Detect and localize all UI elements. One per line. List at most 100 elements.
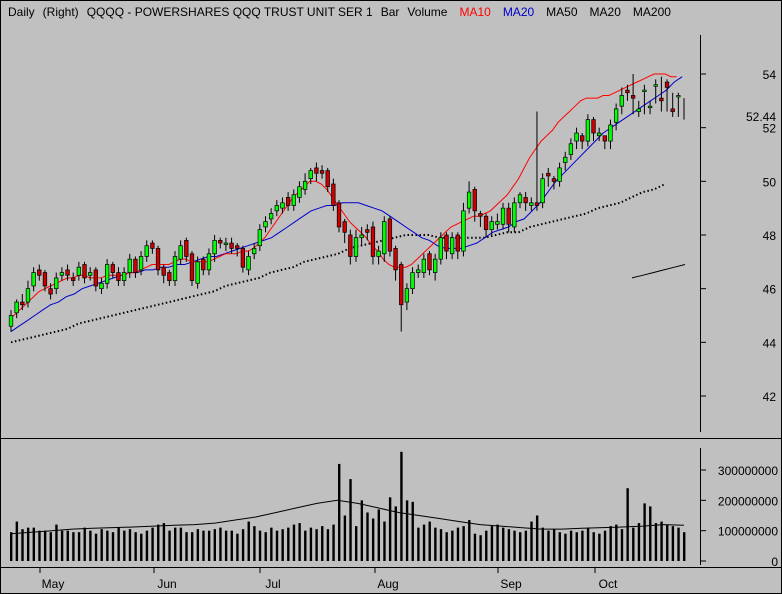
candle [308, 167, 313, 185]
month-label: Jun [157, 577, 176, 591]
volume-bar [643, 503, 646, 561]
candle-body-down [189, 253, 195, 281]
price-tick-label: 50 [763, 175, 777, 189]
candle-body-down [184, 240, 189, 257]
candle-body-down [455, 234, 460, 252]
candle [291, 189, 296, 211]
candle-body-down [591, 119, 596, 134]
candle [574, 127, 579, 150]
volume-bar [502, 527, 505, 561]
ma50-line [10, 183, 666, 344]
candle-body-down [342, 221, 347, 233]
volume-bar [417, 527, 420, 561]
volume-bar [507, 529, 511, 561]
ma200-line [631, 264, 686, 279]
candle [138, 251, 144, 276]
candle-body-down [659, 97, 664, 102]
candle [285, 192, 291, 211]
candle-body-down [201, 258, 206, 271]
volume-bar [117, 527, 120, 561]
volume-bar [275, 530, 279, 561]
candle [133, 256, 138, 278]
volume-ma-path [10, 499, 685, 535]
candle-body-up [104, 264, 110, 284]
volume-bar [552, 529, 556, 561]
month-label: Jul [265, 577, 280, 591]
volume-bar [496, 524, 499, 561]
volume-bar [541, 527, 545, 561]
volume-bar [15, 521, 19, 561]
candle [410, 267, 415, 295]
candle-body-down [506, 207, 511, 225]
candle [325, 167, 330, 193]
volume-bar [524, 530, 528, 561]
candle [512, 197, 517, 233]
candle [483, 213, 489, 238]
candle [478, 210, 483, 227]
volume-tick-label: 300000000 [718, 464, 778, 478]
candle-body-down [630, 95, 636, 99]
candle-body-down [82, 264, 87, 279]
candle [206, 248, 212, 276]
candle-body-up [31, 272, 36, 287]
volume-bar [309, 527, 313, 561]
candle-body-up [308, 170, 313, 180]
candle-body-up [195, 261, 200, 284]
volume-bar [451, 530, 454, 561]
volume-bar [207, 530, 211, 561]
volume-bar [38, 530, 41, 561]
candle-body-down [133, 258, 138, 273]
candle [104, 259, 110, 289]
candle-body-up [263, 221, 268, 228]
candle-body-down [365, 229, 370, 233]
candle [246, 251, 251, 276]
candle [625, 84, 630, 101]
candle [580, 133, 585, 150]
volume-bar [196, 529, 200, 561]
volume-bar [349, 479, 352, 561]
candle [257, 224, 262, 252]
candle [619, 87, 624, 115]
candle-body-up [252, 248, 257, 255]
candle [99, 277, 104, 295]
candle-body-up [353, 237, 359, 257]
candle [302, 173, 308, 195]
candle [76, 261, 82, 281]
volume-bar [298, 523, 301, 561]
volume-bar [253, 526, 256, 561]
candle-body-up [540, 178, 545, 204]
header-item-3: Bar [381, 5, 400, 19]
candle [421, 253, 426, 278]
candle-body-down [348, 234, 353, 257]
candle-body-down [483, 215, 489, 230]
candle-body-up [54, 277, 59, 290]
volume-bars [10, 451, 686, 561]
candle-body-up [489, 221, 494, 230]
volume-bar [321, 526, 324, 561]
month-label: May [42, 577, 65, 591]
candle [365, 224, 370, 241]
candle-body-up [597, 132, 602, 137]
candle-body-down [285, 197, 291, 206]
volume-bar [609, 526, 612, 561]
candle-body-up [613, 108, 619, 123]
candle-body-down [370, 226, 376, 257]
volume-bar [140, 533, 143, 561]
volume-bar [626, 488, 629, 561]
volume-bar [677, 527, 680, 561]
candle [110, 261, 115, 278]
candle [297, 181, 302, 203]
candle-body-down [393, 248, 398, 271]
volume-bar [400, 451, 403, 561]
candle-body-up [495, 221, 500, 225]
candle [331, 178, 336, 211]
candle-body-down [551, 178, 557, 182]
candle [155, 245, 161, 276]
candle [591, 116, 596, 142]
candle [235, 243, 240, 257]
candle [359, 226, 364, 246]
candle-body-down [235, 245, 240, 249]
volume-bar [202, 530, 205, 561]
candle [495, 213, 500, 230]
